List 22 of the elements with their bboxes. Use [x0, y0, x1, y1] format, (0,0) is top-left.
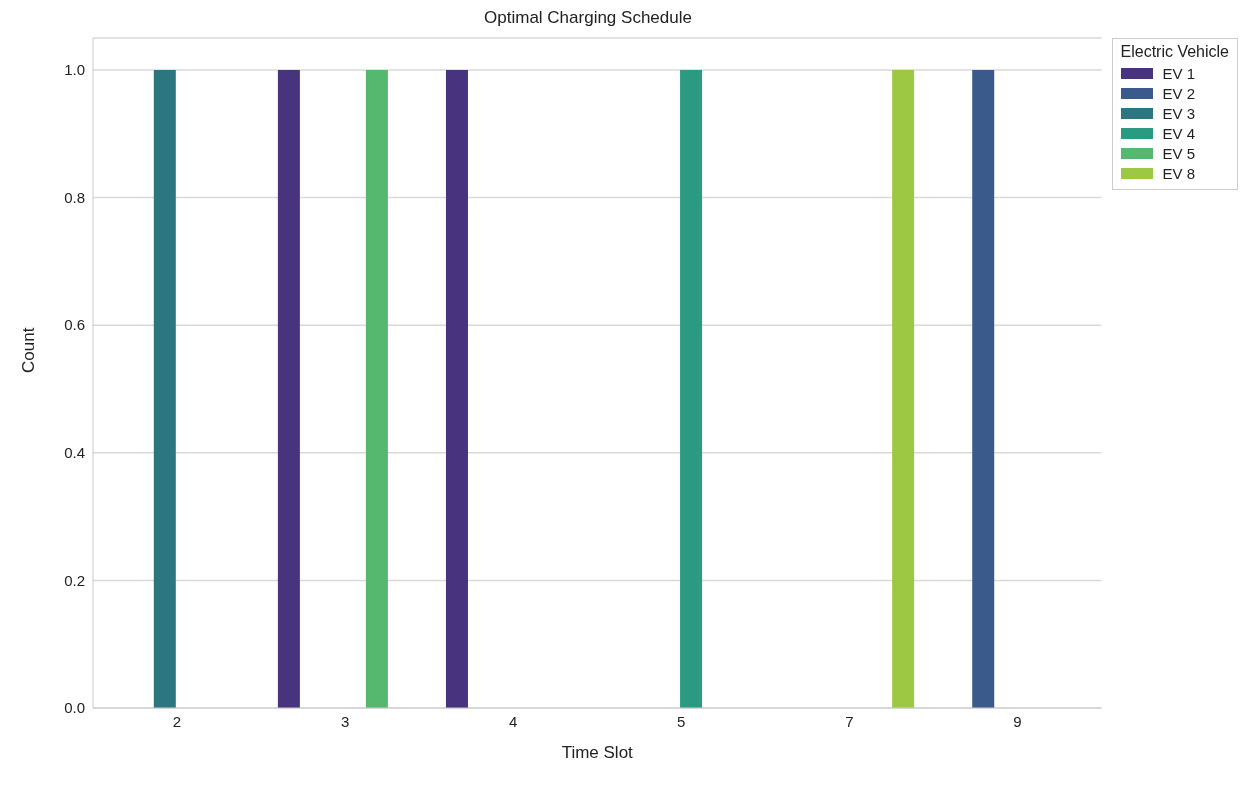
y-tick-label: 0.0 — [64, 699, 85, 717]
x-tick-label: 4 — [509, 712, 518, 730]
x-tick-label: 9 — [1013, 712, 1022, 730]
y-tick-label: 0.6 — [64, 316, 85, 334]
legend-label: EV 1 — [1162, 65, 1196, 82]
x-axis-title: Time Slot — [561, 743, 634, 762]
legend-label: EV 2 — [1162, 85, 1196, 102]
chart-title: Optimal Charging Schedule — [483, 8, 693, 28]
x-tick-label: 3 — [340, 712, 350, 730]
y-tick-label: 0.4 — [64, 444, 85, 462]
legend-label: EV 5 — [1162, 145, 1196, 162]
x-tick-label: 7 — [845, 712, 854, 730]
x-tick-label: 2 — [172, 712, 182, 730]
legend-title: Electric Vehicle — [1120, 43, 1229, 61]
y-axis-title: Count — [19, 327, 39, 373]
legend-label: EV 8 — [1162, 165, 1196, 182]
legend-label: EV 3 — [1162, 105, 1196, 122]
y-tick-label: 0.8 — [64, 188, 85, 206]
x-tick-label: 5 — [677, 712, 686, 730]
y-tick-label: 1.0 — [64, 61, 85, 79]
y-tick-label: 0.2 — [64, 571, 85, 589]
legend-label: EV 4 — [1162, 125, 1196, 142]
